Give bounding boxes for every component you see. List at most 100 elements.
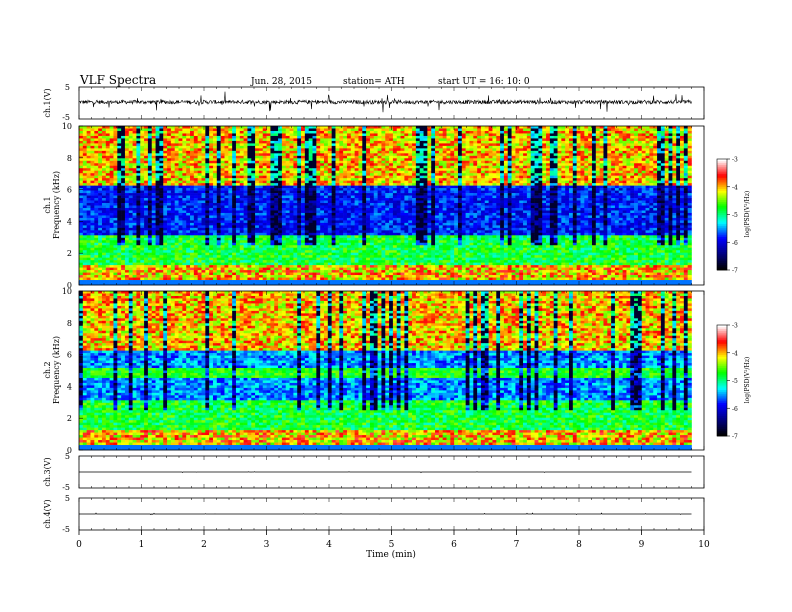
spectrogram-cell: [572, 178, 577, 181]
spectrogram-cell: [641, 158, 646, 162]
spectrogram-cell: [335, 193, 340, 196]
spectrogram-cell: [186, 128, 191, 132]
spectrogram-cell: [572, 130, 577, 134]
spectrogram-cell: [526, 178, 532, 181]
spectrogram-cell: [343, 175, 348, 179]
spectrogram-cell: [281, 148, 287, 152]
spectrogram-cell: [653, 188, 658, 191]
spectrogram-cell: [511, 173, 516, 176]
spectrogram-cell: [450, 185, 455, 189]
spectrogram-cell: [503, 130, 509, 134]
spectrogram-cell: [580, 168, 585, 172]
spectrogram-cell: [132, 173, 137, 176]
spectrogram-cell: [450, 198, 455, 201]
spectrogram-cell: [435, 135, 440, 139]
spectrogram-cell: [247, 150, 252, 154]
spectrogram-cell: [278, 193, 283, 196]
spectrogram-cell: [626, 193, 631, 196]
spectrogram-cell: [274, 133, 279, 137]
spectrogram-cell: [297, 148, 302, 152]
spectrogram-cell: [128, 185, 133, 189]
spectrogram-cell: [450, 193, 455, 196]
spectrogram-cell: [101, 150, 107, 154]
spectrogram-cell: [515, 158, 520, 162]
spectrogram-cell: [251, 143, 256, 147]
spectrogram-cell: [507, 160, 512, 164]
spectrogram-cell: [683, 140, 688, 144]
spectrogram-cell: [178, 200, 183, 204]
spectrogram-cell: [201, 130, 206, 134]
spectrogram-cell: [301, 190, 306, 194]
spectrogram-cell: [599, 178, 604, 181]
spectrogram-cell: [595, 138, 600, 142]
spectrogram-cell: [350, 143, 355, 147]
spectrogram-cell: [599, 135, 604, 139]
spectrogram-cell: [82, 170, 87, 174]
spectrogram-cell: [224, 198, 229, 201]
spectrogram-cell: [392, 168, 398, 172]
spectrogram-cell: [232, 143, 237, 147]
spectrogram-cell: [197, 190, 202, 194]
spectrogram-cell: [262, 195, 267, 199]
spectrogram-cell: [327, 195, 332, 199]
spectrogram-cell: [591, 195, 597, 199]
spectrogram-cell: [676, 140, 681, 144]
spectrogram-cell: [389, 158, 394, 162]
spectrogram-cell: [358, 180, 363, 184]
spectrogram-cell: [266, 175, 271, 179]
spectrogram-cell: [186, 195, 191, 199]
spectrogram-cell: [630, 158, 635, 162]
spectrogram-cell: [358, 148, 363, 152]
spectrogram-cell: [320, 158, 325, 162]
spectrogram-cell: [147, 160, 153, 164]
spectrogram-cell: [419, 183, 424, 186]
spectrogram-cell: [297, 163, 302, 167]
spectrogram-cell: [580, 200, 585, 204]
spectrogram-cell: [469, 183, 474, 186]
spectrogram-cell: [538, 168, 543, 172]
spectrogram-cell: [576, 130, 581, 134]
spectrogram-cell: [136, 195, 141, 199]
spectrogram-cell: [178, 178, 183, 181]
spectrogram-cell: [324, 195, 329, 199]
spectrogram-cell: [603, 153, 608, 157]
spectrogram-cell: [144, 153, 149, 157]
spectrogram-cell: [190, 180, 195, 184]
spectrogram-cell: [251, 168, 256, 172]
spectrogram-cell: [293, 183, 298, 186]
spectrogram-cell: [316, 188, 321, 191]
spectrogram-cell: [113, 133, 118, 137]
spectrogram-cell: [270, 195, 275, 199]
spectrogram-cell: [389, 173, 394, 176]
spectrogram-cell: [86, 193, 91, 196]
spectrogram-cell: [431, 183, 436, 186]
spectrogram-cell: [159, 198, 164, 201]
spectrogram-cell: [680, 195, 685, 199]
spectrogram-cell: [599, 163, 604, 167]
spectrogram-cell: [668, 143, 673, 147]
spectrogram-cell: [151, 173, 156, 176]
spectrogram-cell: [82, 135, 87, 139]
spectrogram-cell: [454, 198, 459, 201]
spectrogram-cell: [523, 168, 528, 172]
spectrogram-cell: [320, 150, 325, 154]
spectrogram-cell: [641, 138, 646, 142]
spectrogram-cell: [258, 163, 264, 167]
spectrogram-cell: [668, 130, 673, 134]
spectrogram-cell: [423, 165, 428, 169]
spectrogram-cell: [147, 126, 153, 129]
spectrogram-cell: [519, 133, 524, 137]
spectrogram-cell: [457, 173, 463, 176]
spectrogram-cell: [247, 178, 252, 181]
spectrogram-cell: [607, 170, 612, 174]
spectrogram-cell: [155, 168, 160, 172]
spectrogram-cell: [140, 183, 145, 186]
spectrogram-cell: [473, 143, 478, 147]
spectrogram-cell: [442, 128, 447, 132]
spectrogram-cell: [607, 175, 612, 179]
spectrogram-cell: [377, 190, 382, 194]
spectrogram-cell: [427, 126, 432, 129]
spectrogram-cell: [132, 188, 137, 191]
spectrogram-cell: [86, 135, 91, 139]
spectrogram-cell: [595, 195, 600, 199]
